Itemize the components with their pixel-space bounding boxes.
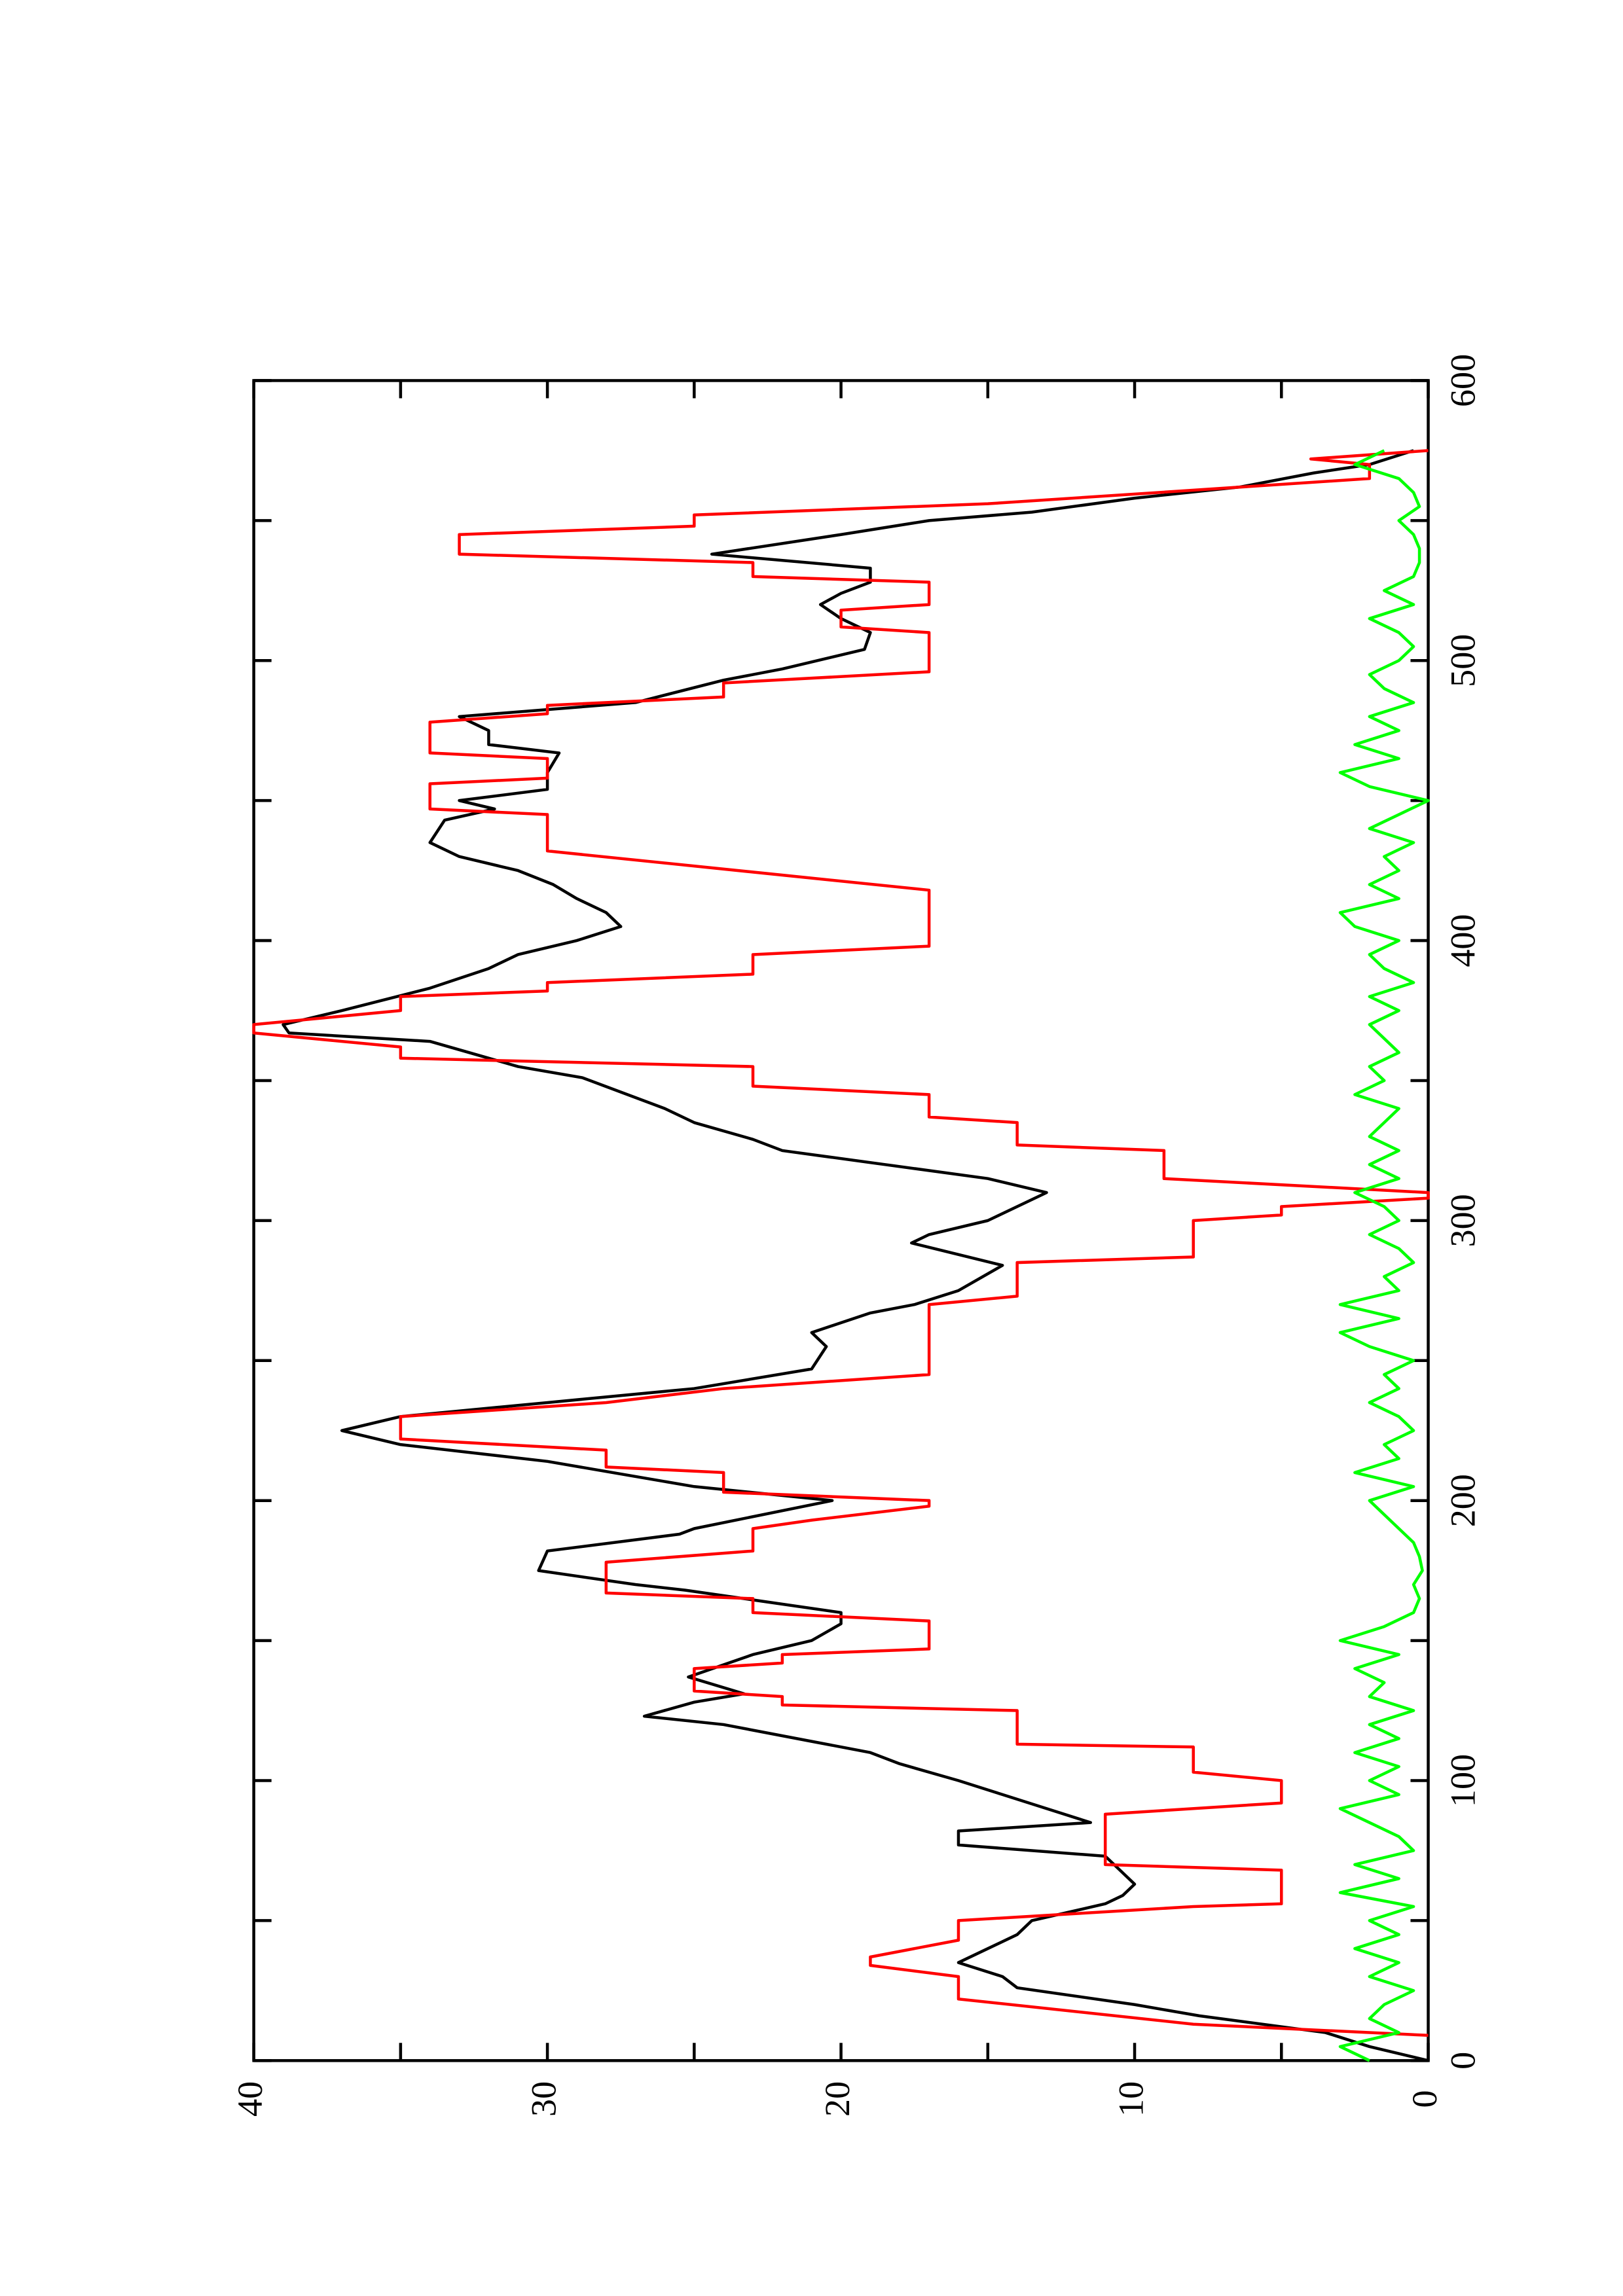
x-tick-label: 500 <box>1444 634 1483 687</box>
plot-frame <box>252 379 1430 2062</box>
y-tick-label: 40 <box>230 2081 270 2117</box>
x-tick-label: 200 <box>1444 1474 1483 1527</box>
y-tick-label: 20 <box>818 2081 857 2117</box>
x-tick-label: 400 <box>1444 914 1483 967</box>
x-tick-label: 600 <box>1444 354 1483 407</box>
x-tick-label: 0 <box>1444 2052 1483 2070</box>
x-tick-label: 100 <box>1444 1754 1483 1807</box>
data-line <box>252 449 1430 2037</box>
y-tick-label: 0 <box>1405 2090 1444 2108</box>
x-tick-label: 300 <box>1444 1194 1483 1247</box>
data-line <box>1338 449 1430 2062</box>
y-tick-label: 10 <box>1111 2081 1150 2117</box>
data-line <box>282 449 1429 2062</box>
y-tick-label: 30 <box>524 2081 564 2117</box>
